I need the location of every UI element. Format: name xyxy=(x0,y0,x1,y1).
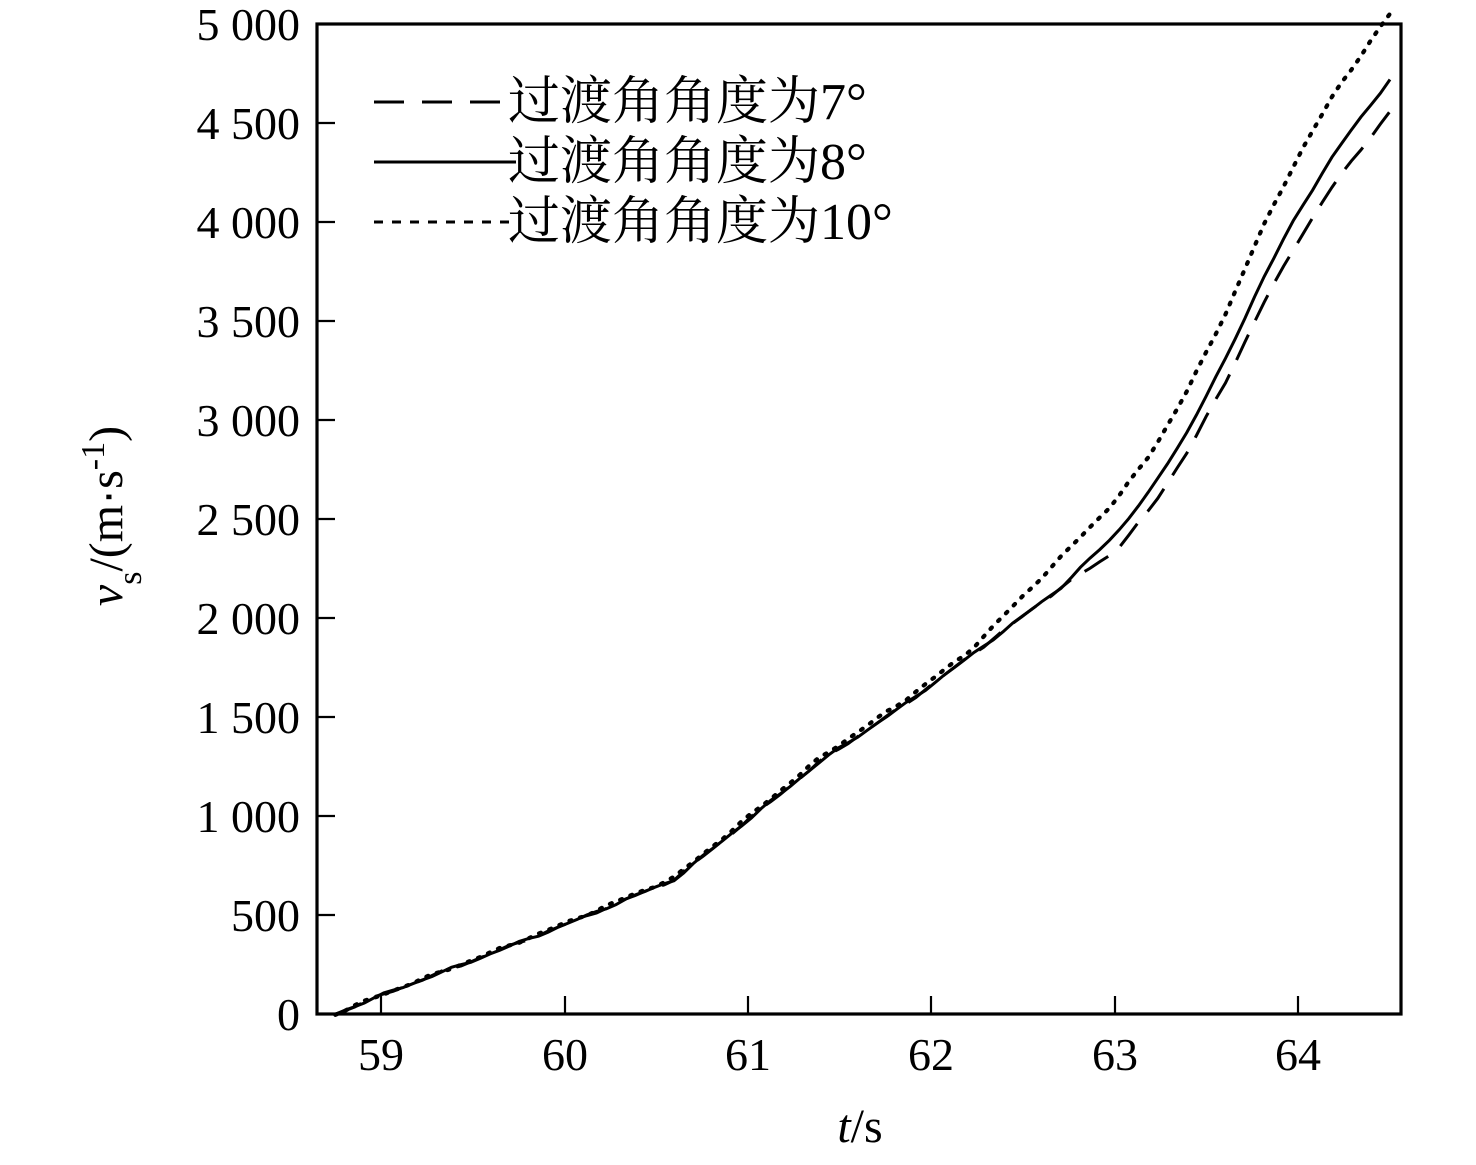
svg-text:59: 59 xyxy=(358,1029,404,1080)
svg-text:2 500: 2 500 xyxy=(197,494,301,545)
svg-text:4 000: 4 000 xyxy=(197,197,301,248)
svg-text:过渡角角度为10°: 过渡角角度为10° xyxy=(508,194,893,251)
svg-text:3 500: 3 500 xyxy=(197,296,301,347)
svg-text:t/s: t/s xyxy=(837,1100,882,1153)
svg-text:63: 63 xyxy=(1092,1029,1138,1080)
svg-text:64: 64 xyxy=(1275,1029,1321,1080)
svg-text:2 000: 2 000 xyxy=(197,593,301,644)
svg-text:3 000: 3 000 xyxy=(197,395,301,446)
svg-text:5 000: 5 000 xyxy=(197,0,301,50)
svg-text:61: 61 xyxy=(725,1029,771,1080)
svg-text:vs/(m·s-1): vs/(m·s-1) xyxy=(75,426,149,606)
svg-text:4 500: 4 500 xyxy=(197,98,301,149)
svg-text:过渡角角度为8°: 过渡角角度为8° xyxy=(508,134,867,191)
svg-text:60: 60 xyxy=(542,1029,588,1080)
svg-text:0: 0 xyxy=(277,989,300,1040)
svg-text:1 000: 1 000 xyxy=(197,791,301,842)
svg-text:62: 62 xyxy=(908,1029,954,1080)
svg-text:500: 500 xyxy=(231,890,300,941)
svg-text:过渡角角度为7°: 过渡角角度为7° xyxy=(508,74,867,131)
svg-text:1 500: 1 500 xyxy=(197,692,301,743)
